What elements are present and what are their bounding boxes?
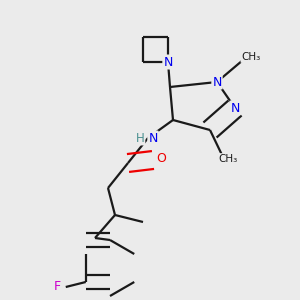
Text: H: H xyxy=(136,131,144,145)
Text: N: N xyxy=(163,56,173,68)
Text: CH₃: CH₃ xyxy=(218,154,238,164)
Text: O: O xyxy=(156,152,166,164)
Text: N: N xyxy=(212,76,222,88)
Text: CH₃: CH₃ xyxy=(242,52,261,62)
Text: F: F xyxy=(54,280,61,293)
Text: N: N xyxy=(148,131,158,145)
Text: N: N xyxy=(230,101,240,115)
